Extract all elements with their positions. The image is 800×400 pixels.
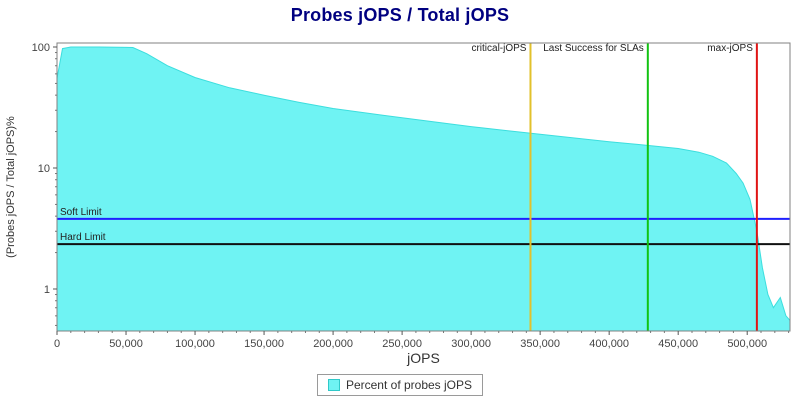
x-tick-label: 50,000 — [109, 338, 143, 350]
x-tick-label: 0 — [54, 338, 60, 350]
x-tick-label: 100,000 — [175, 338, 215, 350]
area-series-percent-of-probes-jops — [56, 46, 791, 332]
vline-label-1: Last Success for SLAs — [543, 43, 644, 54]
legend-label: Percent of probes jOPS — [345, 378, 473, 392]
x-tick-label: 350,000 — [520, 338, 560, 350]
legend: Percent of probes jOPS — [316, 374, 484, 396]
x-tick-label: 200,000 — [313, 338, 353, 350]
chart-title: Probes jOPS / Total jOPS — [290, 5, 510, 25]
hline-label-1: Hard Limit — [60, 232, 106, 243]
x-tick-label: 300,000 — [451, 338, 491, 350]
y-tick-label: 100 — [32, 42, 50, 54]
x-tick-label: 500,000 — [727, 338, 767, 350]
x-tick-label: 450,000 — [658, 338, 698, 350]
y-tick-label: 10 — [38, 163, 50, 175]
x-tick-label: 150,000 — [244, 338, 284, 350]
vline-label-0: critical-jOPS — [471, 43, 526, 54]
legend-swatch — [327, 379, 340, 391]
legend-row: Percent of probes jOPS — [0, 374, 800, 396]
hline-label-0: Soft Limit — [60, 207, 102, 218]
y-tick-label: 1 — [44, 284, 50, 296]
x-tick-label: 400,000 — [589, 338, 629, 350]
vline-label-2: max-jOPS — [707, 43, 753, 54]
probes-jops-chart: Soft Limit Hard Limit critical-jOPS Last Su… — [5, 42, 791, 366]
y-axis-title: (Probes jOPS / Total jOPS)% — [5, 116, 17, 258]
x-axis-title: jOPS — [406, 350, 440, 366]
x-tick-label: 250,000 — [382, 338, 422, 350]
